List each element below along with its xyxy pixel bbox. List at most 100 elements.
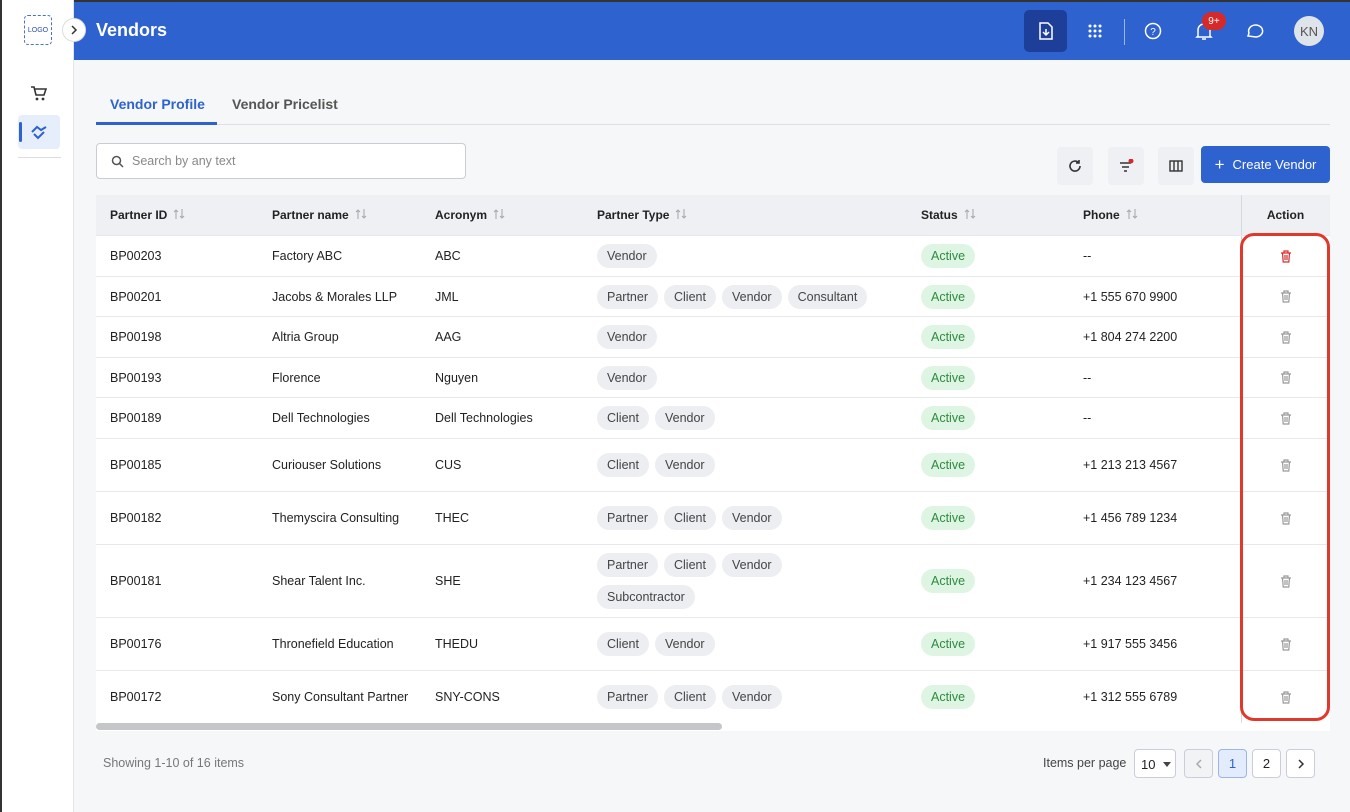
acronym: Dell Technologies: [435, 411, 533, 425]
table-row[interactable]: BP00203 Factory ABC ABC Vendor Active --: [96, 235, 1330, 276]
type-chip: Vendor: [721, 284, 782, 309]
help-button[interactable]: ?: [1133, 11, 1173, 51]
status-cell: Active: [921, 317, 976, 357]
delete-button[interactable]: [1280, 458, 1292, 472]
table-row[interactable]: BP00189 Dell Technologies Dell Technologie…: [96, 397, 1330, 438]
action-cell: [1241, 492, 1330, 544]
acronym: THEC: [435, 511, 470, 525]
status-badge: Active: [921, 685, 976, 709]
handshake-icon: [31, 125, 47, 140]
next-page[interactable]: [1286, 749, 1315, 778]
status-cell: Active: [921, 671, 976, 723]
status-badge: Active: [921, 632, 976, 656]
delete-button[interactable]: [1280, 371, 1292, 384]
column-title: Partner name: [272, 208, 349, 222]
type-chip: Client: [664, 284, 716, 309]
download-button[interactable]: [1024, 10, 1067, 52]
partner-id: BP00182: [110, 511, 162, 525]
page-size: 10: [1141, 757, 1156, 772]
type-chip: Partner: [597, 284, 658, 309]
action-cell: [1241, 545, 1330, 617]
column-header[interactable]: Partner name: [272, 195, 422, 235]
expand-button[interactable]: [62, 18, 86, 42]
delete-button[interactable]: [1280, 511, 1292, 525]
table-row[interactable]: BP00182 Themyscira Consulting THEC Partner C…: [96, 491, 1330, 544]
columns-button[interactable]: [1158, 147, 1194, 185]
column-header[interactable]: Partner ID: [110, 195, 260, 235]
partner-name: Shear Talent Inc.: [272, 574, 366, 588]
delete-button[interactable]: [1280, 574, 1292, 588]
page-button[interactable]: 1: [1218, 749, 1247, 778]
type-chip: Vendor: [654, 406, 715, 430]
sort-icon: [964, 208, 976, 223]
column-title: Status: [921, 208, 958, 222]
table-row[interactable]: BP00198 Altria Group AAG Vendor Active +1 804…: [96, 316, 1330, 357]
column-header[interactable]: Phone: [1083, 195, 1233, 235]
partner-types: Partner Client Vendor Subcontractor: [597, 545, 887, 617]
table-row[interactable]: BP00193 Florence Nguyen Vendor Active --: [96, 357, 1330, 397]
table-row[interactable]: BP00176 Thronefield Education THEDU Client V…: [96, 617, 1330, 670]
refresh-button[interactable]: [1057, 147, 1093, 185]
tab-active[interactable]: Vendor Profile: [110, 96, 205, 112]
logo[interactable]: LOGO: [24, 15, 52, 45]
type-chip: Consultant: [787, 284, 868, 309]
type-chip: Partner: [597, 553, 658, 577]
partner-name: Florence: [272, 370, 321, 385]
phone: +1 555 670 9900: [1083, 289, 1178, 304]
active-nav[interactable]: [18, 115, 60, 149]
filter-button[interactable]: [1108, 147, 1144, 185]
partner-name: Thronefield Education: [272, 637, 394, 651]
delete-button[interactable]: [1280, 411, 1292, 425]
status-badge: Active: [921, 325, 976, 349]
table-row[interactable]: BP00181 Shear Talent Inc. SHE Partner Client…: [96, 544, 1330, 617]
type-chip: Subcontractor: [597, 585, 695, 609]
column-header[interactable]: Action: [1241, 195, 1330, 235]
header: Vendors ? 9+ KN: [74, 0, 1350, 60]
search-box[interactable]: Search by any text: [96, 143, 466, 179]
type-chip: Partner: [597, 685, 658, 709]
chat-button[interactable]: [1235, 11, 1275, 51]
sort-icon: [173, 208, 185, 223]
table-header: [96, 195, 1330, 235]
delete-button[interactable]: [1280, 290, 1292, 303]
type-chip: Client: [664, 506, 716, 530]
delete-button[interactable]: [1280, 637, 1292, 651]
table-row[interactable]: BP00185 Curiouser Solutions CUS Client Vendo…: [96, 438, 1330, 491]
tab-divider: [96, 124, 1330, 125]
scrollbar[interactable]: [96, 723, 722, 730]
page-button[interactable]: 2: [1252, 749, 1281, 778]
type-chip: Client: [664, 685, 716, 709]
delete-button[interactable]: [1280, 690, 1292, 704]
delete-button[interactable]: [1280, 330, 1292, 344]
action-cell: [1241, 398, 1330, 438]
type-chip: Vendor: [654, 632, 715, 656]
prev-page[interactable]: [1184, 749, 1213, 778]
phone: --: [1083, 411, 1092, 425]
column-header[interactable]: Partner Type: [597, 195, 897, 235]
status-badge: Active: [921, 365, 976, 390]
status-cell: Active: [921, 236, 976, 276]
create-button[interactable]: + Create Vendor: [1201, 146, 1330, 183]
action-cell: [1241, 277, 1330, 316]
sort-icon: [675, 208, 687, 223]
page-size-select[interactable]: 10: [1134, 749, 1176, 778]
avatar[interactable]: KN: [1294, 16, 1324, 46]
tab-underline: [96, 122, 217, 125]
acronym: JML: [435, 289, 459, 304]
cart-icon[interactable]: [29, 84, 47, 102]
partner-types: Partner Client Vendor Consultant: [597, 277, 887, 316]
column-header[interactable]: Status: [921, 195, 1071, 235]
tab[interactable]: Vendor Pricelist: [232, 96, 338, 112]
delete-button[interactable]: [1280, 249, 1292, 263]
column-header[interactable]: Acronym: [435, 195, 585, 235]
partner-name: Sony Consultant Partner: [272, 690, 409, 704]
column-title: Acronym: [435, 208, 488, 222]
apps-button[interactable]: [1075, 11, 1115, 51]
table-row[interactable]: BP00201 Jacobs & Morales LLP JML Partner Cli…: [96, 276, 1330, 316]
acronym: AAG: [435, 330, 462, 344]
status-badge: Active: [921, 453, 976, 477]
partner-name: Themyscira Consulting: [272, 511, 400, 525]
partner-types: Client Vendor: [597, 618, 887, 670]
divider: [18, 157, 61, 158]
table-row[interactable]: BP00172 Sony Consultant Partner SNY-CONS Pa…: [96, 670, 1330, 723]
